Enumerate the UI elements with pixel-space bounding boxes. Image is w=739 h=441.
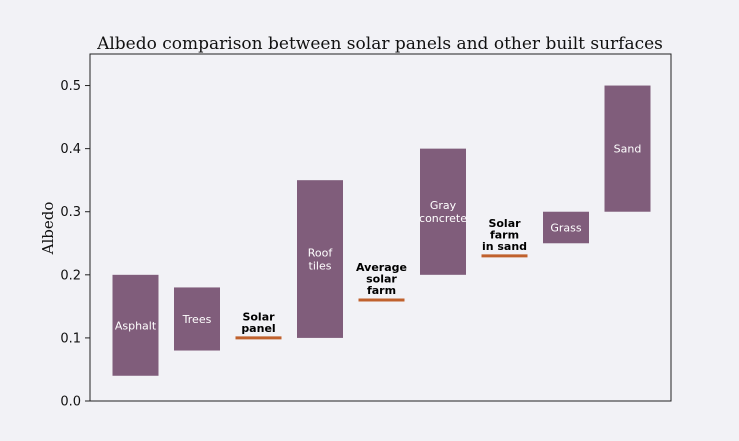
y-tick-label: 0.2	[60, 268, 81, 283]
trees-range-bar	[174, 287, 220, 351]
sand-range-bar	[604, 85, 651, 212]
gray-concrete-range-bar	[420, 148, 466, 275]
plot-frame	[89, 53, 672, 402]
y-tick-label: 0.3	[60, 205, 81, 220]
y-tick-label: 0.1	[60, 331, 81, 346]
chart-title: Albedo comparison between solar panels a…	[96, 34, 663, 54]
gray-concrete-bar-label: Gray concrete	[419, 199, 467, 225]
asphalt-range-bar	[112, 274, 159, 376]
y-axis-label: Albedo	[39, 202, 57, 256]
roof-tiles-bar-label: Roof tiles	[308, 247, 334, 273]
asphalt-bar-label: Asphalt	[115, 319, 157, 332]
trees-bar-label: Trees	[182, 313, 212, 326]
solar-panel-line-label: Solar panel	[241, 310, 275, 335]
chart-marks: Asphalt Trees Solar panel Roof tiles Average so…	[112, 85, 651, 376]
y-axis: 0.0 0.1 0.2 0.3 0.4 0.5	[60, 79, 90, 410]
y-tick-label: 0.4	[60, 142, 81, 157]
roof-tiles-range-bar	[297, 180, 343, 338]
grass-range-bar	[543, 211, 589, 244]
sand-bar-label: Sand	[614, 143, 642, 156]
y-tick-label: 0.5	[60, 79, 81, 94]
solar-farm-in-sand-line-label: Solar farm in sand	[482, 217, 527, 253]
average-solar-farm-line-label: Average solar farm	[356, 261, 407, 297]
grass-bar-label: Grass	[550, 222, 582, 235]
y-tick-label: 0.0	[60, 395, 81, 410]
